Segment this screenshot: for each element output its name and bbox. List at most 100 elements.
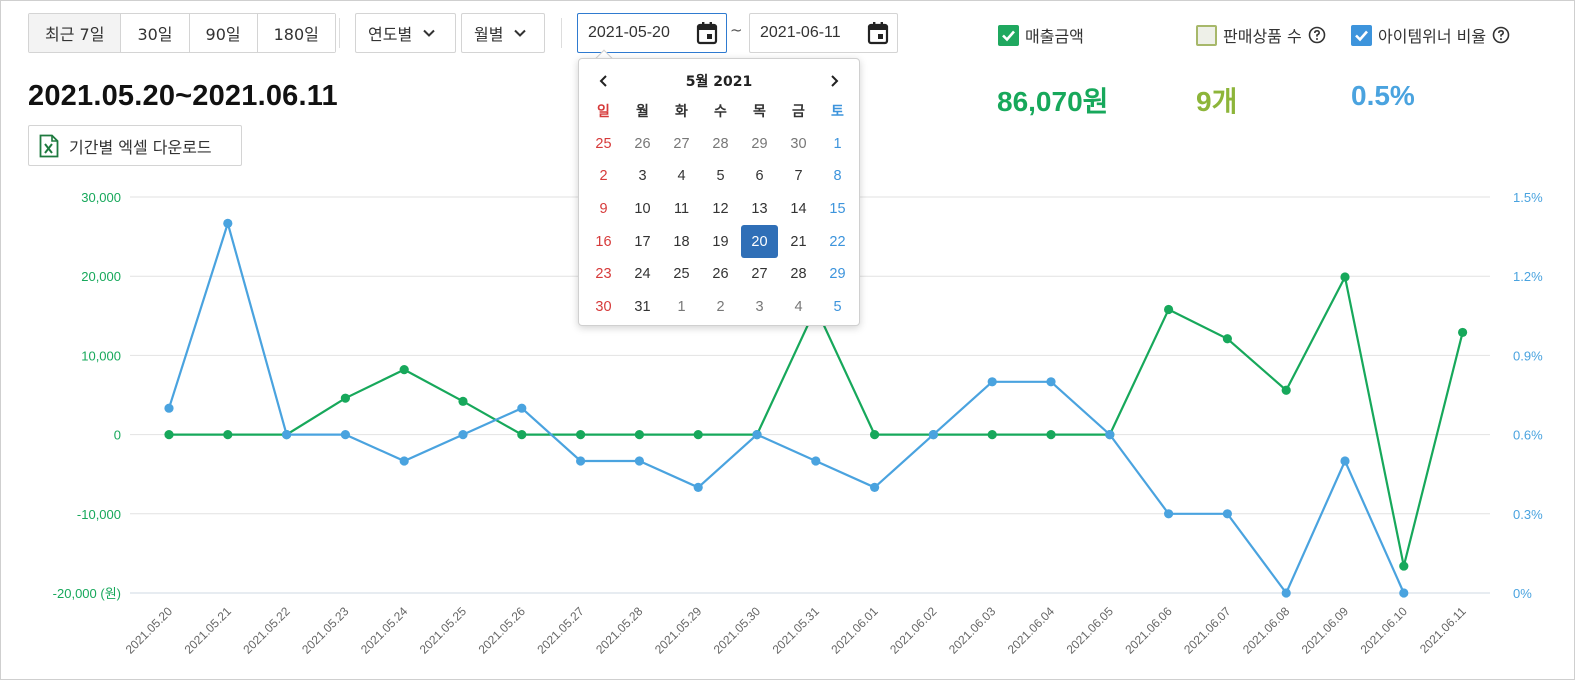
data-point (987, 430, 997, 440)
x-axis-tick: 2021.06.11 (1417, 604, 1469, 656)
right-axis-tick: 0.6% (1513, 428, 1543, 443)
metric-products-label: 판매상품 수 (1223, 27, 1302, 46)
help-icon[interactable] (1308, 26, 1326, 44)
calendar-day[interactable]: 29 (829, 266, 846, 283)
calendar-day[interactable]: 10 (634, 201, 651, 218)
calendar-day[interactable]: 5 (833, 298, 842, 315)
calendar-day[interactable]: 2 (716, 298, 725, 315)
data-point (1340, 456, 1350, 466)
calendar-day[interactable]: 30 (595, 298, 612, 315)
data-point (1399, 588, 1409, 598)
calendar-day[interactable]: 1 (677, 298, 686, 315)
calendar-day[interactable]: 15 (829, 201, 846, 218)
calendar-day[interactable]: 6 (755, 168, 764, 185)
help-icon[interactable] (1492, 26, 1510, 44)
year-dropdown[interactable]: 연도별 (355, 13, 456, 53)
calendar-header: 5월 2021 (579, 69, 859, 93)
calendar-day[interactable]: 29 (751, 135, 768, 152)
calendar-day[interactable]: 31 (634, 298, 651, 315)
data-point (1281, 385, 1291, 395)
end-date-input[interactable]: 2021-06-11 (749, 13, 898, 53)
calendar-icon[interactable] (867, 21, 889, 45)
period-180days-button[interactable]: 180일 (257, 14, 335, 52)
data-point (164, 430, 174, 440)
calendar-day[interactable]: 25 (595, 135, 612, 152)
data-point (1164, 304, 1174, 315)
calendar-day[interactable]: 3 (638, 168, 647, 185)
x-axis-tick: 2021.05.27 (534, 604, 587, 657)
calendar-day[interactable]: 19 (712, 233, 729, 250)
calendar-day[interactable]: 30 (790, 135, 807, 152)
calendar-weekday: 일 (597, 104, 610, 121)
x-axis-tick: 2021.05.26 (476, 604, 529, 657)
metric-products-value: 9개 (1196, 86, 1238, 117)
calendar-day[interactable]: 27 (673, 135, 690, 152)
month-dropdown-label: 월별 (474, 25, 504, 44)
calendar-day[interactable]: 12 (712, 201, 729, 218)
calendar-day[interactable]: 11 (673, 201, 690, 218)
data-point (1458, 327, 1468, 338)
x-axis-tick: 2021.06.02 (887, 604, 940, 657)
calendar-day[interactable]: 4 (794, 298, 803, 315)
excel-file-icon (39, 134, 59, 157)
x-axis-tick: 2021.06.04 (1005, 604, 1058, 657)
calendar-day[interactable]: 25 (673, 266, 690, 283)
calendar-day[interactable]: 2 (599, 168, 608, 185)
checkbox-unchecked-icon[interactable] (1196, 24, 1217, 46)
metric-itemwinner-value: 0.5% (1351, 80, 1415, 111)
data-point (458, 396, 468, 406)
calendar-day[interactable]: 7 (794, 168, 803, 185)
calendar-day[interactable]: 28 (712, 135, 729, 152)
calendar-weekday: 목 (753, 104, 766, 121)
calendar-day[interactable]: 22 (829, 233, 846, 250)
metric-sales-checkbox[interactable]: 매출금액 (998, 23, 1084, 47)
calendar-icon[interactable] (696, 21, 718, 45)
calendar-day[interactable]: 1 (833, 135, 842, 152)
x-axis-tick: 2021.05.25 (417, 604, 470, 657)
x-axis-tick: 2021.05.30 (711, 604, 764, 657)
excel-download-button[interactable]: 기간별 엑셀 다운로드 (28, 125, 242, 166)
period-90days-button[interactable]: 90일 (189, 14, 258, 52)
calendar-day[interactable]: 23 (595, 266, 612, 283)
calendar-day[interactable]: 9 (599, 201, 608, 218)
period-30days-button[interactable]: 30일 (121, 14, 190, 52)
data-point (634, 456, 645, 466)
calendar-day[interactable]: 27 (751, 266, 768, 283)
chevron-left-icon[interactable] (596, 73, 612, 89)
calendar-day[interactable]: 28 (790, 266, 807, 283)
calendar-day[interactable]: 4 (677, 168, 686, 185)
period-7days-button[interactable]: 최근 7일 (29, 14, 122, 52)
calendar-day[interactable]: 24 (634, 266, 651, 283)
end-date-value: 2021-06-11 (760, 24, 841, 41)
month-dropdown[interactable]: 월별 (461, 13, 545, 53)
divider (561, 18, 562, 48)
calendar-day[interactable]: 26 (634, 135, 651, 152)
start-date-input[interactable]: 2021-05-20 (577, 13, 727, 53)
calendar-day[interactable]: 16 (595, 233, 612, 250)
checkbox-checked-icon[interactable] (998, 24, 1019, 46)
data-point (1222, 509, 1232, 519)
metric-itemwinner-checkbox[interactable]: 아이템위너 비율 (1351, 23, 1510, 47)
calendar-day[interactable]: 20 (741, 225, 778, 258)
calendar-day[interactable]: 5 (716, 168, 725, 185)
right-axis-tick: 1.2% (1513, 269, 1543, 284)
x-axis-tick: 2021.06.03 (946, 604, 999, 657)
calendar-day[interactable]: 3 (755, 298, 764, 315)
calendar-day[interactable]: 8 (833, 168, 842, 185)
calendar-day[interactable]: 13 (751, 201, 768, 218)
data-point (1281, 588, 1291, 598)
data-point (634, 430, 645, 440)
x-axis-tick: 2021.06.05 (1064, 604, 1117, 657)
calendar-day[interactable]: 21 (790, 233, 807, 250)
data-point (399, 365, 409, 375)
data-point (693, 482, 703, 492)
calendar-day[interactable]: 26 (712, 266, 729, 283)
calendar-day[interactable]: 18 (673, 233, 690, 250)
metric-products-checkbox[interactable]: 판매상품 수 (1196, 23, 1326, 47)
x-axis-tick: 2021.05.29 (652, 604, 705, 657)
calendar-day[interactable]: 17 (634, 233, 651, 250)
checkbox-checked-icon[interactable] (1351, 24, 1372, 46)
chevron-right-icon[interactable] (826, 73, 842, 89)
x-axis-tick: 2021.06.08 (1240, 604, 1293, 657)
calendar-day[interactable]: 14 (790, 201, 807, 218)
